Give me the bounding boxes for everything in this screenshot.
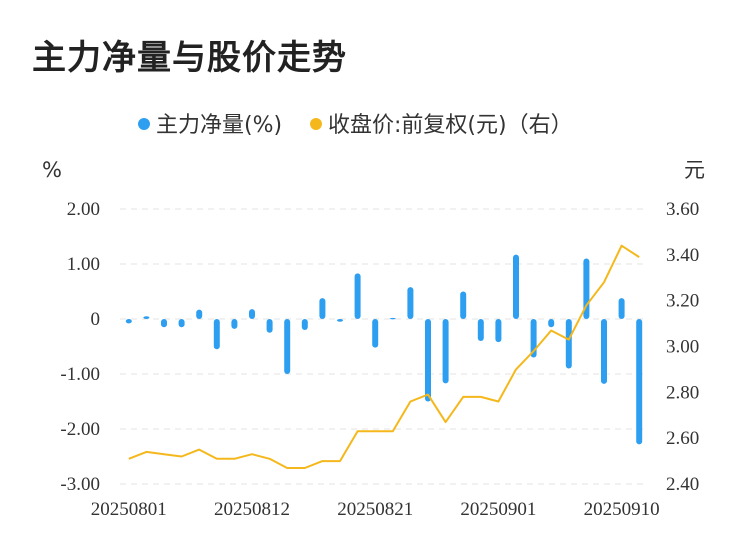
bar	[460, 291, 467, 319]
bar	[266, 319, 273, 333]
axis-ticks: 2.00 1.00 0 -1.00 -2.00 -3.00 3.60 3.40 3.20 3.00…	[60, 199, 699, 520]
bar	[354, 273, 361, 319]
bar	[389, 317, 396, 320]
bar	[601, 319, 607, 384]
legend: 主力净量(%) 收盘价:前复权(元)（右）	[138, 113, 573, 138]
right-tick-label: 3.60	[666, 199, 699, 220]
bar	[161, 319, 167, 328]
left-tick-label: 0	[91, 309, 101, 330]
bar	[636, 319, 643, 445]
bar	[495, 319, 502, 343]
bar	[284, 319, 291, 374]
left-tick-label: -3.00	[60, 474, 100, 495]
chart-title: 主力净量与股价走势	[32, 38, 347, 78]
left-tick-label: 2.00	[67, 199, 100, 220]
bar	[231, 319, 238, 329]
bar	[196, 309, 203, 319]
bar	[513, 254, 519, 319]
right-tick-label: 2.40	[666, 474, 699, 495]
left-tick-label: -2.00	[60, 419, 100, 440]
legend-bar-label: 主力净量(%)	[156, 113, 282, 138]
bar	[337, 319, 343, 322]
x-tick-label: 20250801	[91, 499, 167, 520]
legend-bar-marker	[138, 118, 150, 130]
bar	[213, 319, 220, 350]
legend-line-label: 收盘价:前复权(元)（右）	[328, 113, 573, 138]
x-tick-label: 20250910	[584, 499, 660, 520]
bar	[301, 319, 308, 330]
x-tick-label: 20250901	[460, 499, 536, 520]
legend-line-marker	[310, 118, 322, 130]
bar	[477, 319, 484, 341]
price-line	[128, 244, 640, 469]
right-tick-label: 3.00	[666, 337, 699, 358]
right-tick-label: 2.80	[666, 382, 699, 403]
right-tick-label: 3.40	[666, 245, 699, 266]
bar	[618, 298, 625, 319]
bar	[442, 319, 449, 384]
bar	[407, 287, 414, 319]
left-axis-unit: %	[42, 158, 62, 182]
right-axis-unit: 元	[684, 158, 705, 182]
right-tick-label: 3.20	[666, 291, 699, 312]
line-series	[128, 244, 640, 469]
gridlines	[120, 208, 648, 485]
bar	[548, 319, 555, 328]
bar	[425, 319, 431, 402]
bar	[319, 298, 326, 319]
bar	[178, 319, 185, 328]
right-tick-label: 2.60	[666, 428, 699, 449]
left-tick-label: -1.00	[60, 364, 100, 385]
bar	[249, 309, 255, 319]
bar	[143, 316, 150, 319]
bar	[565, 319, 572, 369]
x-tick-label: 20250821	[337, 499, 413, 520]
bar	[125, 319, 132, 324]
x-tick-label: 20250812	[214, 499, 290, 520]
left-tick-label: 1.00	[67, 254, 100, 275]
bar-series	[125, 254, 643, 445]
bar	[372, 319, 379, 348]
